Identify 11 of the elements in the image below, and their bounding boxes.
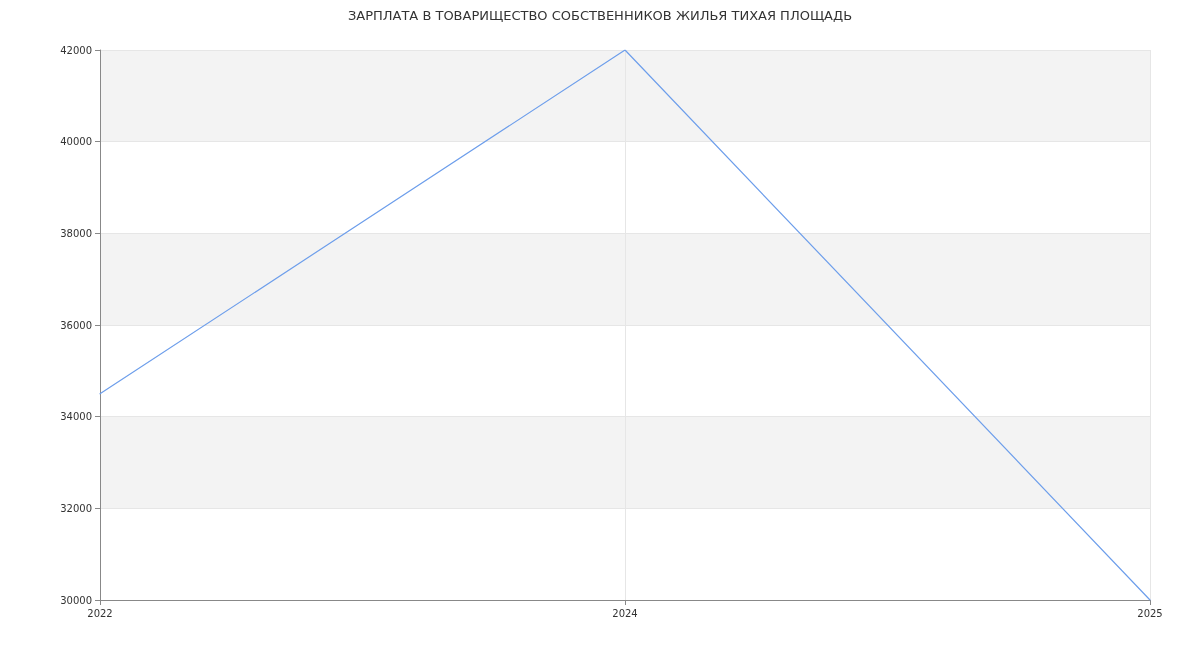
chart-title: ЗАРПЛАТА В ТОВАРИЩЕСТВО СОБСТВЕННИКОВ ЖИЛЬЯ ТИХАЯ ПЛОЩАДЬ bbox=[347, 8, 853, 23]
y-tick-label: 42000 bbox=[60, 44, 92, 56]
y-tick-label: 40000 bbox=[60, 136, 92, 148]
y-tick-label: 30000 bbox=[60, 594, 92, 606]
y-tick-label: 34000 bbox=[60, 411, 92, 423]
x-tick-label: 2024 bbox=[612, 607, 638, 619]
x-tick-label: 2025 bbox=[1137, 607, 1163, 619]
y-tick-label: 36000 bbox=[60, 319, 92, 331]
y-tick-label: 38000 bbox=[60, 227, 92, 239]
y-tick-label: 32000 bbox=[60, 502, 92, 514]
x-tick-label: 2022 bbox=[87, 607, 113, 619]
